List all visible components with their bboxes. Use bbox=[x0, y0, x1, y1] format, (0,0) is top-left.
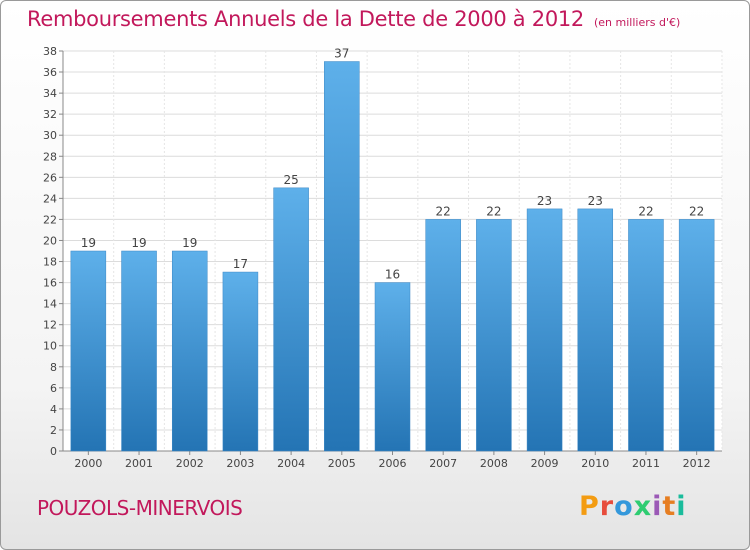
bar-2001 bbox=[121, 250, 157, 452]
y-tick-label: 10 bbox=[43, 340, 57, 353]
y-tick-label: 22 bbox=[43, 213, 57, 226]
x-tick-label: 2007 bbox=[429, 457, 457, 470]
y-tick-label: 8 bbox=[50, 361, 57, 374]
x-tick-label: 2002 bbox=[176, 457, 204, 470]
y-tick-label: 34 bbox=[43, 87, 57, 100]
x-tick-label: 2000 bbox=[74, 457, 102, 470]
x-tick-label: 2011 bbox=[632, 457, 660, 470]
x-tick-label: 2008 bbox=[480, 457, 508, 470]
data-label: 19 bbox=[131, 236, 146, 250]
logo-letter: t bbox=[662, 491, 677, 522]
data-label: 23 bbox=[537, 194, 552, 208]
y-tick-label: 38 bbox=[43, 45, 57, 58]
title-text: Remboursements Annuels de la Dette de 20… bbox=[27, 7, 584, 31]
bar-2008 bbox=[476, 219, 512, 452]
data-label: 22 bbox=[638, 204, 653, 218]
bar-2006 bbox=[374, 282, 411, 452]
bar-2000 bbox=[70, 250, 107, 452]
data-label: 22 bbox=[436, 204, 451, 218]
bar-2005 bbox=[324, 61, 360, 452]
y-tick-label: 12 bbox=[43, 319, 57, 332]
x-tick-label: 2003 bbox=[226, 457, 254, 470]
data-label: 25 bbox=[283, 173, 298, 187]
data-label: 19 bbox=[81, 236, 96, 250]
bar-2011 bbox=[628, 219, 664, 452]
data-label: 22 bbox=[689, 204, 704, 218]
data-labels: 19 19 19 17 25 37 16 22 22 23 23 22 22 bbox=[81, 47, 705, 282]
x-tick-label: 2010 bbox=[581, 457, 609, 470]
logo-letter: P bbox=[579, 491, 600, 522]
data-label: 22 bbox=[486, 204, 501, 218]
bar-2007 bbox=[425, 219, 461, 452]
logo-letter: x bbox=[633, 491, 653, 522]
y-tick-label: 16 bbox=[43, 277, 57, 290]
data-label: 17 bbox=[233, 257, 248, 271]
y-tick-label: 2 bbox=[50, 424, 57, 437]
bar-2004 bbox=[273, 187, 309, 452]
y-tick-label: 36 bbox=[43, 66, 57, 79]
y-tick-label: 4 bbox=[50, 403, 57, 416]
data-label: 23 bbox=[588, 194, 603, 208]
y-tick-label: 0 bbox=[50, 445, 57, 458]
proxiti-logo[interactable]: Proxiti bbox=[579, 491, 687, 522]
data-label: 37 bbox=[334, 47, 349, 61]
title-unit: (en milliers d'€) bbox=[594, 16, 681, 29]
y-tick-label: 14 bbox=[43, 298, 57, 311]
chart-title: Remboursements Annuels de la Dette de 20… bbox=[27, 7, 680, 31]
bars bbox=[70, 61, 715, 452]
data-label: 19 bbox=[182, 236, 197, 250]
y-tick-label: 32 bbox=[43, 108, 57, 121]
y-tick-label: 26 bbox=[43, 171, 57, 184]
x-tick-label: 2009 bbox=[531, 457, 559, 470]
x-tick-label: 2005 bbox=[328, 457, 356, 470]
logo-letter: i bbox=[676, 491, 687, 522]
y-tick-label: 6 bbox=[50, 382, 57, 395]
data-label: 16 bbox=[385, 268, 400, 282]
y-tick-label: 28 bbox=[43, 150, 57, 163]
x-tick-label: 2001 bbox=[125, 457, 153, 470]
x-tick-label: 2004 bbox=[277, 457, 305, 470]
bar-2010 bbox=[577, 208, 614, 452]
x-tick-label: 2006 bbox=[379, 457, 407, 470]
bar-2002 bbox=[171, 250, 208, 452]
bar-2012 bbox=[678, 219, 715, 452]
commune-name: POUZOLS-MINERVOIS bbox=[37, 496, 243, 520]
y-tick-label: 24 bbox=[43, 192, 57, 205]
x-tick-label: 2012 bbox=[683, 457, 711, 470]
y-tick-label: 20 bbox=[43, 234, 57, 247]
logo-letter: r bbox=[599, 491, 615, 522]
y-tick-label: 30 bbox=[43, 129, 57, 142]
logo-letter: i bbox=[652, 491, 663, 522]
bar-2003 bbox=[222, 271, 259, 452]
bar-2009 bbox=[526, 208, 563, 452]
logo-letter: o bbox=[614, 491, 634, 522]
y-tick-label: 18 bbox=[43, 256, 57, 269]
